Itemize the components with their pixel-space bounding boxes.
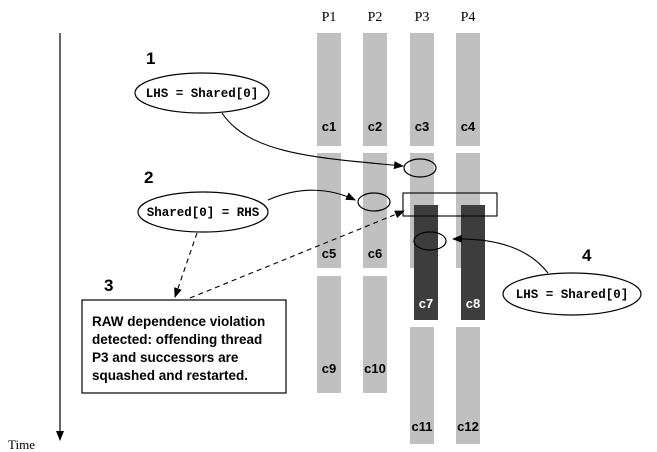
p2-write-marker [357, 192, 391, 212]
segment-c5 [317, 153, 341, 268]
op-load-4-text: LHS = Shared[0] [516, 288, 629, 302]
segment-c3 [410, 33, 434, 146]
step-label-4: 4 [582, 246, 592, 265]
load-4-arrow [452, 234, 549, 274]
chunk-label-c10: c10 [364, 361, 386, 376]
processor-label-p3: P3 [415, 10, 430, 25]
chunk-label-c2: c2 [368, 119, 382, 134]
chunk-label-c6: c6 [368, 246, 382, 261]
chunk-label-c7: c7 [419, 296, 433, 311]
segment-c1 [317, 33, 341, 146]
step-label-1: 1 [146, 49, 155, 68]
op-store-2-text: Shared[0] = RHS [147, 206, 260, 220]
chunk-label-c4: c4 [461, 119, 476, 134]
violation-note-box [81, 299, 287, 394]
store-2-arrow [267, 189, 356, 201]
op-load-1-text: LHS = Shared[0] [146, 87, 259, 101]
step-label-2: 2 [144, 168, 153, 187]
segment-c8 [461, 205, 485, 320]
time-label: Time [8, 437, 35, 452]
segment-c4 [456, 33, 480, 146]
op-store-2-bubble [137, 191, 269, 233]
processor-label-p2: P2 [368, 10, 383, 25]
violation-note-line-3: P3 and successors are [92, 350, 239, 365]
segment-c2 [363, 33, 387, 146]
segment-c10 [363, 276, 387, 393]
violation-note-line-4: squashed and restarted. [92, 368, 248, 383]
op-load-4-bubble [502, 272, 642, 316]
violation-note-line-2: detected: offending thread [92, 332, 262, 347]
violation-note-line-1: RAW dependence violation [92, 314, 265, 329]
segment-c7 [414, 205, 438, 320]
segment-c9 [317, 276, 341, 393]
chunk-label-c8: c8 [466, 296, 480, 311]
step-label-3: 3 [104, 276, 113, 295]
processor-label-p4: P4 [461, 10, 476, 25]
chunk-label-c11: c11 [412, 419, 433, 434]
p3-read-marker [403, 158, 437, 178]
violation-detection-box [402, 192, 498, 217]
chunk-label-c9: c9 [322, 361, 336, 376]
chunk-label-c1: c1 [322, 119, 336, 134]
load-1-arrow [221, 112, 404, 170]
segment-c12 [456, 327, 480, 444]
note-to-detection-dashed-arrow [189, 210, 405, 299]
store-to-note-dashed-arrow [174, 232, 198, 298]
chunk-label-c5: c5 [322, 246, 336, 261]
op-load-1-bubble [134, 72, 270, 114]
chunk-label-c3: c3 [415, 119, 429, 134]
p3-reload-marker [413, 231, 447, 251]
processor-label-p1: P1 [322, 10, 337, 25]
chunk-label-c12: c12 [457, 419, 479, 434]
segment-c11 [410, 327, 434, 444]
